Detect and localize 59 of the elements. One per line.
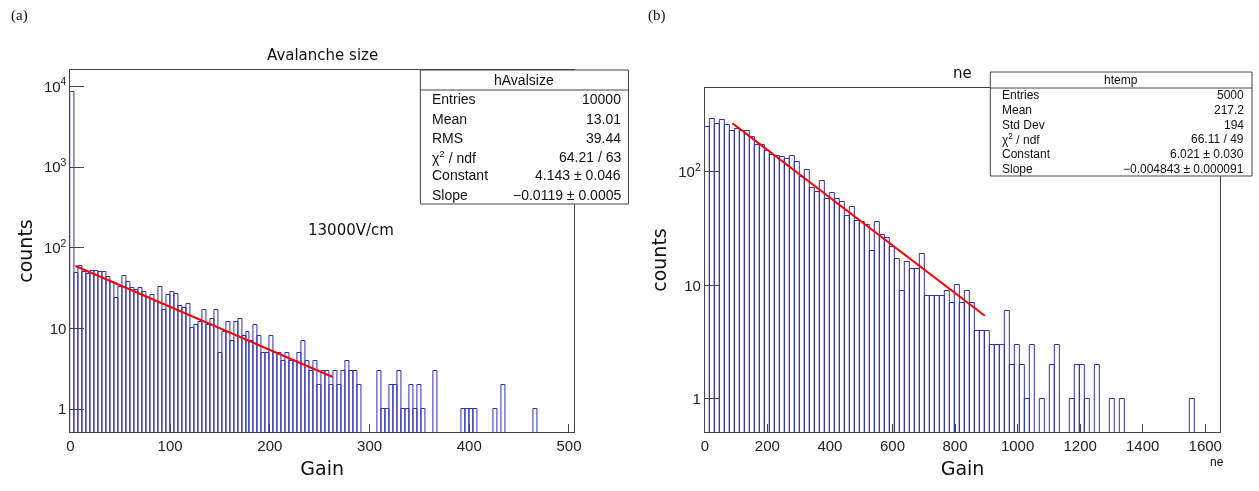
- y-tick-label: 10$^{2}$: [43, 236, 67, 257]
- annotation: 5000: [1217, 88, 1245, 102]
- x-tick-label: 600: [879, 437, 906, 454]
- annotation: Std Dev: [1002, 118, 1045, 132]
- x-tick-label: 400: [817, 437, 843, 454]
- x-tick-label: 200: [257, 437, 283, 454]
- text: htemp: [1104, 73, 1138, 87]
- x-tick-label: 1600: [1188, 437, 1222, 454]
- annotation: hAvalsize: [494, 72, 554, 88]
- x-tick-label: 100: [157, 437, 183, 454]
- annotation: RMS: [432, 130, 464, 146]
- annotation: 66.11 / 49: [1191, 132, 1244, 146]
- annotation: Slope: [1002, 162, 1034, 176]
- annotation: Constant: [1002, 147, 1051, 161]
- text: 13.01: [586, 111, 622, 127]
- annotation: 4.143 ± 0.046: [535, 167, 621, 183]
- annotation: 64.21 / 63: [559, 149, 622, 165]
- annotation: Mean: [1002, 103, 1033, 117]
- x-axis-title: Gain: [300, 456, 345, 479]
- text: 10000: [582, 91, 622, 107]
- x-tick-label: 0: [66, 437, 75, 454]
- x-tick-label: 1200: [1063, 437, 1097, 454]
- annotation: 217.2: [1214, 103, 1245, 117]
- x-axis-title: Gain: [940, 456, 985, 479]
- x-tick-label: 200: [754, 437, 780, 454]
- y-axis-title: counts: [13, 219, 36, 283]
- annotation: Entries: [1002, 88, 1040, 102]
- y-tick-label: 10$^{2}$: [678, 160, 701, 181]
- y-tick-label: 10: [684, 276, 701, 294]
- x-tick-label: 1000: [1000, 437, 1035, 454]
- x-tick-label: 0: [700, 437, 709, 454]
- chart-title: ne: [953, 64, 972, 82]
- annotation: 6.021 ± 0.030: [1170, 147, 1244, 161]
- annotation: Constant: [432, 167, 489, 183]
- chart-title: Avalanche size: [267, 46, 379, 64]
- annotation: Entries: [432, 91, 476, 107]
- x-tick-label: 300: [357, 437, 383, 454]
- annotation: −0.004843 ± 0.000091: [1123, 162, 1244, 176]
- text: 39.44: [586, 130, 622, 146]
- y-tick-label: 10$^{3}$: [43, 156, 67, 176]
- annotation: χ$^{2}$ / ndf: [1002, 131, 1041, 148]
- x-tick-label: 400: [456, 437, 482, 454]
- annotation: Mean: [432, 111, 468, 127]
- text: (b): [648, 7, 666, 24]
- x-tick-label: 800: [942, 437, 968, 454]
- y-axis-title: counts: [648, 228, 671, 292]
- annotation: χ$^{2}$ / ndf: [432, 148, 477, 166]
- y-tick-label: 10: [49, 319, 67, 337]
- annotation: −0.0119 ± 0.0005: [513, 187, 622, 203]
- text: (a): [11, 7, 28, 24]
- y-tick-label: 1: [58, 400, 67, 418]
- text: ne: [1210, 455, 1224, 469]
- y-tick-label: 1: [692, 390, 701, 408]
- annotation: Slope: [432, 187, 469, 203]
- x-tick-label: 1400: [1126, 437, 1160, 454]
- x-tick-label: 500: [556, 437, 582, 454]
- annotation: 13000V/cm: [308, 221, 394, 239]
- text: 194: [1224, 118, 1245, 132]
- y-tick-label: 10$^{4}$: [43, 75, 67, 95]
